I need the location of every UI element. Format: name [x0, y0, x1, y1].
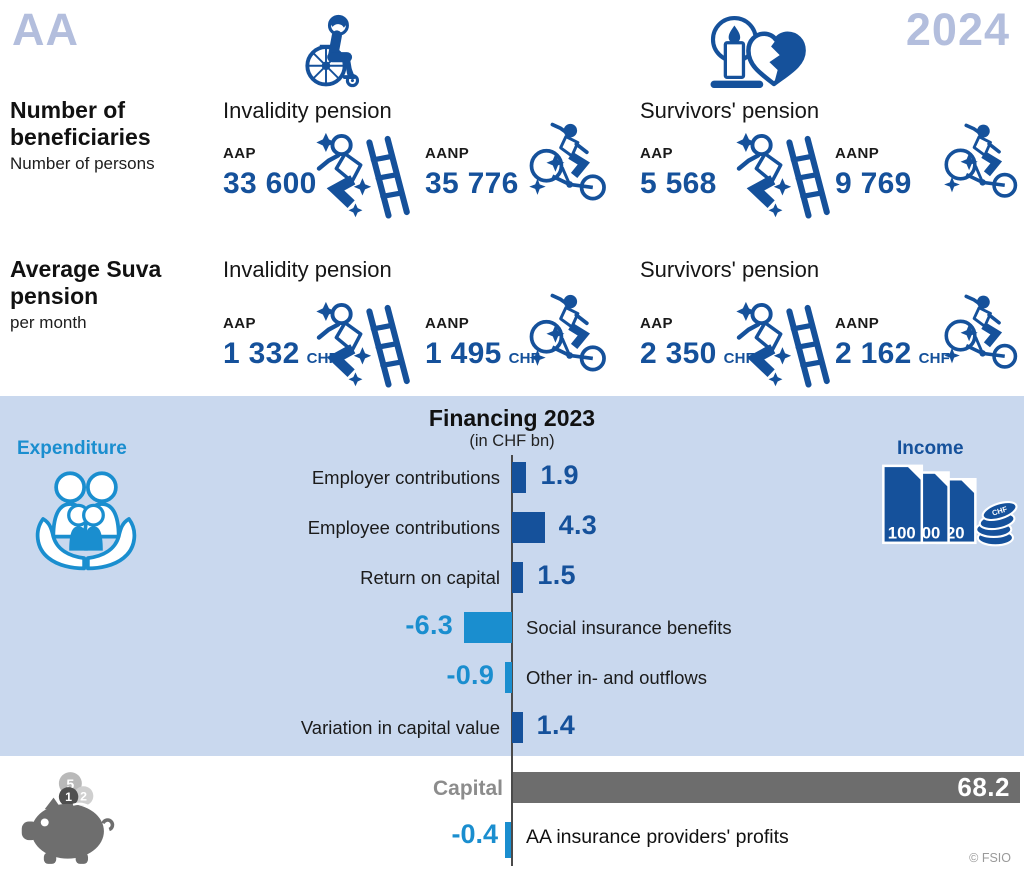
ladder-fall-icon — [312, 127, 412, 224]
stat-value: 9 769 — [835, 167, 912, 200]
bar-other-in-and-outflows — [505, 662, 512, 693]
stat-label: AAP — [640, 315, 673, 332]
currency-unit: CHF — [508, 350, 541, 367]
piggy-bank-icon — [20, 768, 126, 868]
profits-value: -0.4 — [451, 819, 498, 849]
year-title: 2024 — [905, 4, 1010, 55]
beneficiaries-heading: Number of beneficiaries Number of person… — [10, 97, 220, 174]
pension-subtitle: per month — [10, 313, 87, 332]
stat-pension-survivors-aanp: AANP 2 162 CHF — [835, 315, 950, 375]
ladder-fall-icon — [732, 296, 832, 393]
bar-category-label: Other in- and outflows — [526, 667, 707, 688]
stat-amount: 1 332 — [223, 337, 300, 370]
stat-pension-invalidity-aap: AAP 1 332 CHF — [223, 315, 338, 375]
copyright: © FSIO — [969, 851, 1011, 865]
bicycle-accident-icon — [942, 282, 1024, 382]
stat-beneficiaries-invalidity-aap: AAP 33 600 — [223, 145, 317, 200]
stat-label: AANP — [425, 315, 470, 332]
bar-value-label: -6.3 — [405, 610, 454, 640]
chart-subtitle: (in CHF bn) — [469, 432, 555, 450]
bar-category-label: Return on capital — [360, 567, 500, 588]
stat-label: AAP — [640, 145, 673, 162]
beneficiaries-title-line2: beneficiaries — [10, 124, 151, 150]
group-title-survivors: Survivors' pension — [640, 98, 820, 123]
stat-value: 1 495 CHF — [425, 338, 540, 375]
currency-unit: CHF — [306, 350, 339, 367]
stat-amount: 2 162 — [835, 337, 912, 370]
stat-label: AAP — [223, 315, 256, 332]
stat-pension-invalidity-aanp: AANP 1 495 CHF — [425, 315, 540, 375]
pension-title: Average Suva pension — [10, 256, 220, 310]
ladder-fall-icon — [732, 127, 832, 224]
group-title-invalidity: Invalidity pension — [223, 257, 392, 282]
bar-value-label: -0.9 — [446, 660, 495, 690]
bar-employee-contributions — [512, 512, 545, 543]
stat-value: 35 776 — [425, 167, 519, 200]
income-label: Income — [897, 438, 964, 459]
stat-label: AANP — [835, 145, 880, 162]
bicycle-accident-icon — [527, 282, 613, 384]
bar-value-label: 1.9 — [540, 460, 579, 490]
stat-value: 33 600 — [223, 167, 317, 200]
program-title: AA — [12, 4, 79, 55]
stat-value: 1 332 CHF — [223, 338, 338, 375]
stat-amount: 2 350 — [640, 337, 717, 370]
banknotes-coins-icon — [880, 464, 1018, 548]
wheelchair-icon — [298, 5, 368, 97]
stat-label: AAP — [223, 145, 256, 162]
pension-heading: Average Suva pension per month — [10, 256, 220, 333]
bicycle-accident-icon — [942, 111, 1024, 211]
stat-value: 2 162 CHF — [835, 338, 950, 375]
bar-category-label: Employer contributions — [311, 467, 500, 488]
stat-pension-survivors-aap: AAP 2 350 CHF — [640, 315, 755, 375]
ladder-fall-icon — [312, 296, 412, 393]
stat-label: AANP — [425, 145, 470, 162]
chart-zero-axis — [511, 455, 513, 866]
stat-amount: 1 495 — [425, 337, 502, 370]
beneficiaries-subtitle: Number of persons — [10, 154, 155, 173]
bar-category-label: Variation in capital value — [300, 717, 500, 738]
currency-unit: CHF — [918, 350, 951, 367]
pension-title-line1: Average Suva — [10, 256, 162, 282]
bar-return-on-capital — [512, 562, 524, 593]
bicycle-accident-icon — [527, 111, 613, 213]
stat-value: 2 350 CHF — [640, 338, 755, 375]
beneficiaries-title-line1: Number of — [10, 97, 125, 123]
profits-label: AA insurance providers' profits — [526, 826, 789, 848]
beneficiaries-title: Number of beneficiaries — [10, 97, 220, 151]
candle-broken-heart-icon — [700, 9, 810, 93]
profits-bar — [505, 822, 511, 858]
group-title-invalidity: Invalidity pension — [223, 98, 392, 123]
bar-value-label: 1.5 — [537, 560, 576, 590]
stat-beneficiaries-survivors-aanp: AANP 9 769 — [835, 145, 912, 200]
bar-value-label: 1.4 — [536, 710, 576, 740]
capital-value: 68.2 — [957, 772, 1010, 802]
bar-value-label: 4.3 — [558, 510, 598, 540]
stat-label: AANP — [835, 315, 880, 332]
capital-label: Capital — [432, 777, 503, 800]
bar-category-label: Employee contributions — [307, 517, 500, 538]
currency-unit: CHF — [723, 350, 756, 367]
expenditure-label: Expenditure — [17, 438, 127, 459]
stat-beneficiaries-invalidity-aanp: AANP 35 776 — [425, 145, 519, 200]
stat-beneficiaries-survivors-aap: AAP 5 568 — [640, 145, 717, 200]
pension-title-line2: pension — [10, 283, 99, 309]
stat-value: 5 568 — [640, 167, 717, 200]
bar-category-label: Social insurance benefits — [526, 617, 732, 638]
chart-title: Financing 2023 — [428, 405, 596, 431]
family-care-icon — [30, 462, 142, 574]
bar-employer-contributions — [512, 462, 527, 493]
group-title-survivors: Survivors' pension — [640, 257, 820, 282]
bar-social-insurance-benefits — [464, 612, 512, 643]
capital-bar: 68.2 — [513, 772, 1020, 803]
bar-variation-in-capital-value — [512, 712, 523, 743]
